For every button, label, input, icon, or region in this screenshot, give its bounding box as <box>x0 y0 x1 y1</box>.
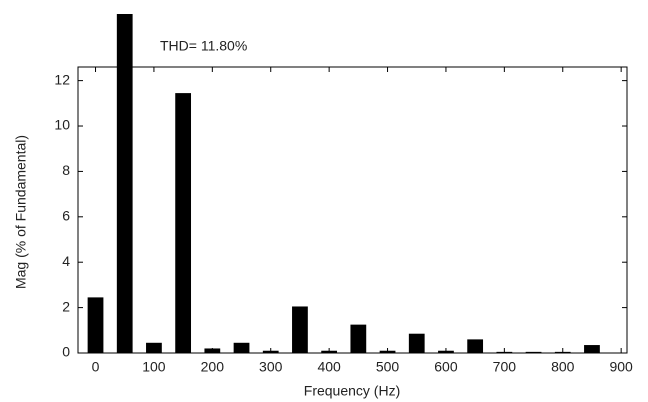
bar <box>467 339 484 353</box>
bar <box>146 342 162 353</box>
x-tick-label: 0 <box>92 359 100 375</box>
bar <box>292 306 308 353</box>
bar <box>175 93 192 353</box>
y-tick-label: 4 <box>62 253 70 269</box>
bar <box>408 333 425 353</box>
bar <box>87 297 104 353</box>
x-tick-label: 400 <box>317 359 341 375</box>
bar <box>350 324 367 353</box>
x-axis-label: Frequency (Hz) <box>304 383 400 399</box>
y-tick-label: 8 <box>62 162 70 178</box>
y-tick-label: 10 <box>54 117 70 133</box>
y-tick-label: 6 <box>62 208 70 224</box>
axes-frame <box>77 66 628 354</box>
x-tick-label: 800 <box>551 359 575 375</box>
x-tick-label: 900 <box>609 359 633 375</box>
bars <box>87 14 600 353</box>
y-axis-label: Mag (% of Fundamental) <box>13 135 29 289</box>
x-tick-label: 200 <box>201 359 225 375</box>
bar <box>584 345 600 353</box>
x-tick-label: 700 <box>493 359 517 375</box>
x-tick-label: 600 <box>434 359 458 375</box>
annotation: THD= 11.80% <box>160 38 247 54</box>
bar <box>525 351 542 353</box>
y-tick-label: 2 <box>62 298 70 314</box>
y-tick-label: 12 <box>54 71 70 87</box>
bar <box>233 342 250 353</box>
y-tick-label: 0 <box>62 344 70 360</box>
x-tick-label: 300 <box>259 359 283 375</box>
bar <box>116 14 133 353</box>
x-tick-label: 100 <box>142 359 166 375</box>
x-tick-label: 500 <box>376 359 400 375</box>
